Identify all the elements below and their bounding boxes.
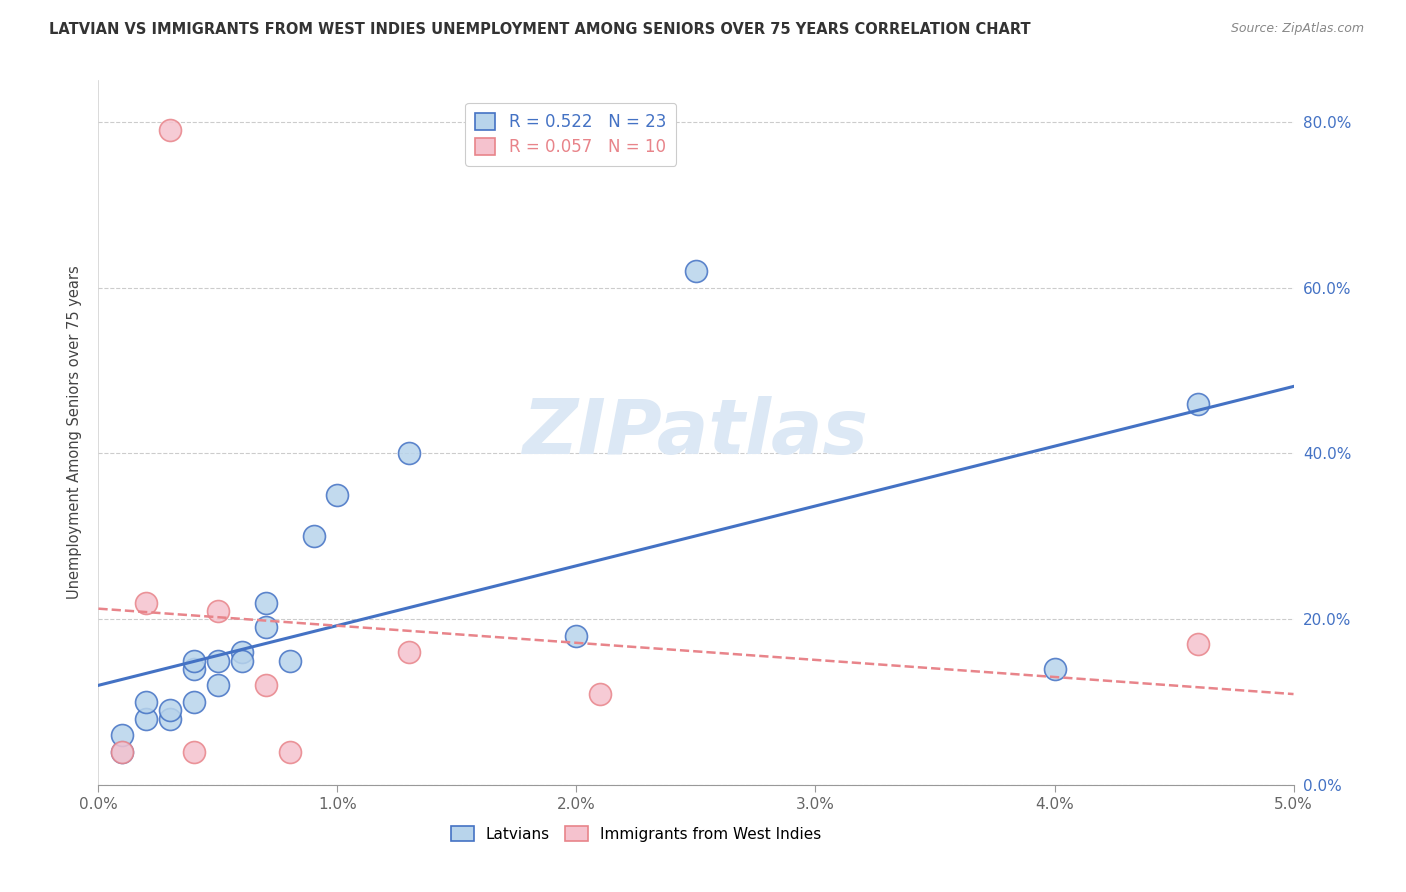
Text: ZIPatlas: ZIPatlas	[523, 396, 869, 469]
Point	[111, 745, 134, 759]
Point	[231, 645, 253, 659]
Point	[685, 264, 707, 278]
Text: LATVIAN VS IMMIGRANTS FROM WEST INDIES UNEMPLOYMENT AMONG SENIORS OVER 75 YEARS : LATVIAN VS IMMIGRANTS FROM WEST INDIES U…	[49, 22, 1031, 37]
Point	[135, 712, 157, 726]
Point	[183, 662, 205, 676]
Point	[254, 620, 277, 634]
Point	[1043, 662, 1066, 676]
Point	[207, 678, 229, 692]
Point	[159, 703, 181, 717]
Point	[254, 678, 277, 692]
Point	[183, 745, 205, 759]
Point	[1187, 637, 1209, 651]
Point	[135, 695, 157, 709]
Point	[183, 695, 205, 709]
Point	[589, 687, 612, 701]
Point	[398, 645, 420, 659]
Point	[183, 654, 205, 668]
Point	[159, 712, 181, 726]
Point	[326, 488, 349, 502]
Legend: Latvians, Immigrants from West Indies: Latvians, Immigrants from West Indies	[444, 820, 828, 847]
Point	[278, 745, 301, 759]
Point	[207, 604, 229, 618]
Point	[1187, 396, 1209, 410]
Point	[254, 596, 277, 610]
Point	[111, 745, 134, 759]
Point	[159, 123, 181, 137]
Point	[111, 728, 134, 742]
Point	[302, 529, 325, 543]
Point	[278, 654, 301, 668]
Y-axis label: Unemployment Among Seniors over 75 years: Unemployment Among Seniors over 75 years	[67, 266, 83, 599]
Point	[231, 654, 253, 668]
Point	[565, 629, 588, 643]
Point	[398, 446, 420, 460]
Point	[135, 596, 157, 610]
Point	[207, 654, 229, 668]
Text: Source: ZipAtlas.com: Source: ZipAtlas.com	[1230, 22, 1364, 36]
